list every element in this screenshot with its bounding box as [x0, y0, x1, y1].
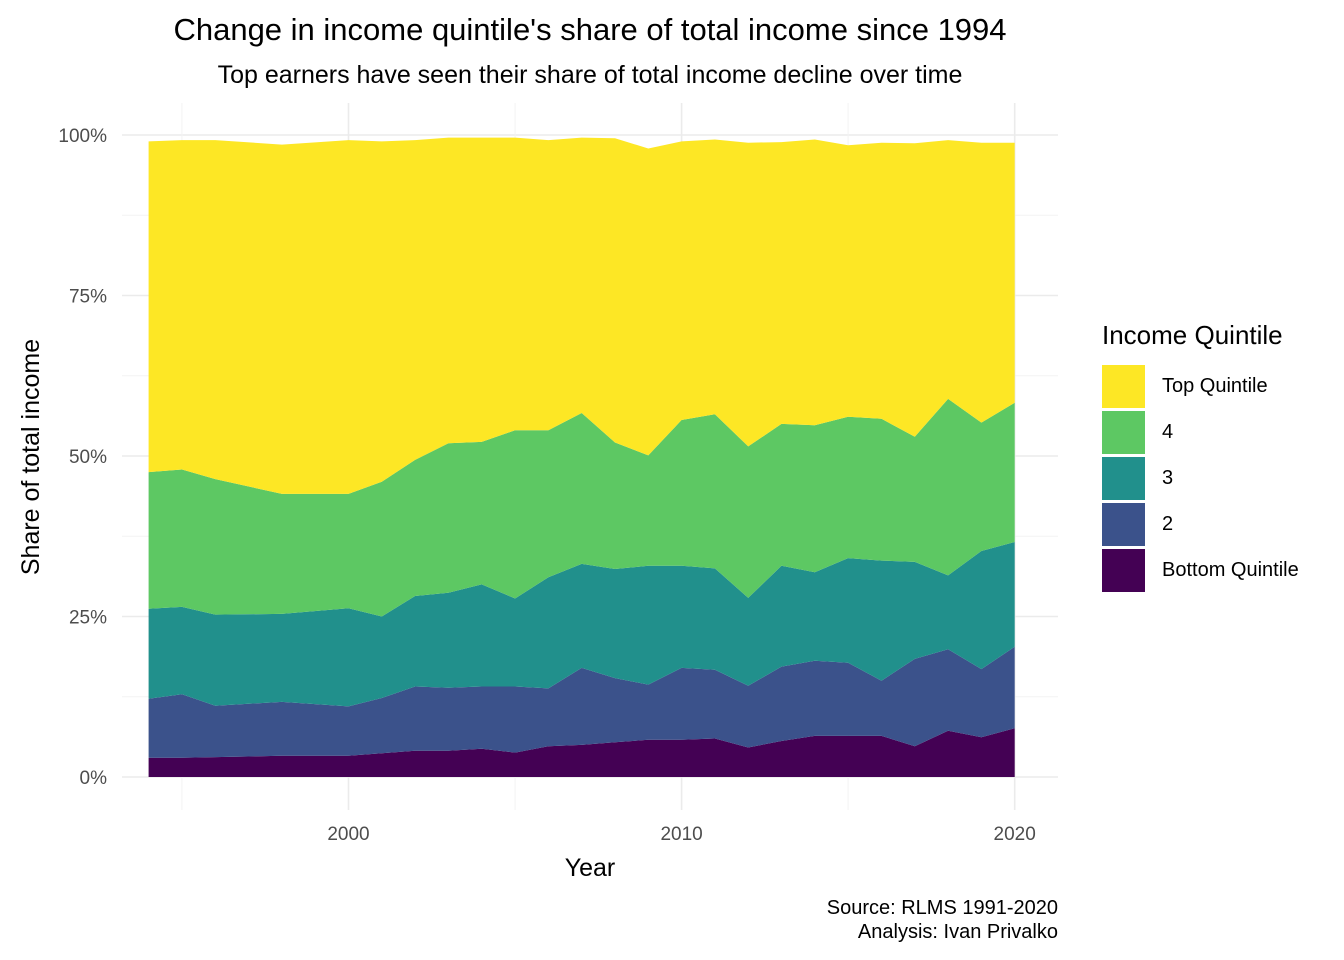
area-3 — [148, 542, 1015, 707]
chart-title: Change in income quintile's share of tot… — [173, 12, 1007, 47]
x-tick-label: 2000 — [327, 824, 369, 845]
legend-key-swatch — [1102, 410, 1145, 454]
y-axis-title: Share of total income — [17, 339, 45, 575]
y-tick-label: 25% — [69, 608, 107, 629]
legend-key-swatch — [1102, 502, 1145, 546]
legend-label: 2 — [1162, 512, 1174, 535]
caption-analysis: Analysis: Ivan Privalko — [857, 921, 1058, 943]
y-tick-label: 100% — [58, 126, 107, 147]
x-tick-label: 2010 — [660, 824, 702, 845]
legend-label: 4 — [1162, 420, 1174, 443]
area-bottom-quintile — [148, 728, 1015, 777]
y-axis-ticks: 0% 25% 50% 75% 100% — [58, 126, 107, 789]
x-axis-ticks: 2000 2010 2020 — [327, 824, 1035, 845]
legend-item: 2 — [1102, 501, 1299, 547]
legend-label: Bottom Quintile — [1162, 558, 1299, 581]
legend-key-swatch — [1102, 456, 1145, 500]
caption-source: Source: RLMS 1991-2020 — [826, 897, 1058, 919]
y-tick-label: 0% — [80, 768, 108, 789]
y-tick-label: 50% — [69, 447, 107, 468]
legend-key-swatch — [1102, 364, 1145, 408]
area-layers — [148, 137, 1015, 777]
x-axis-title: Year — [565, 854, 616, 882]
area-4 — [148, 398, 1015, 617]
caption: Source: RLMS 1991-2020 Analysis: Ivan Pr… — [827, 896, 1058, 944]
y-tick-label: 75% — [69, 287, 107, 308]
area-2 — [148, 646, 1015, 758]
legend-title: Income Quintile — [1102, 320, 1283, 350]
legend-label: Top Quintile — [1162, 374, 1268, 397]
legend-item: Bottom Quintile — [1102, 547, 1299, 593]
chart-subtitle: Top earners have seen their share of tot… — [217, 61, 963, 89]
x-tick-label: 2020 — [994, 824, 1036, 845]
legend-label: 3 — [1162, 466, 1174, 489]
area-top-quintile — [148, 137, 1015, 494]
legend-key-swatch — [1102, 548, 1145, 592]
legend-items: Top Quintile 4 3 2 Bottom Quintile — [1102, 363, 1299, 593]
legend-item: 3 — [1102, 455, 1299, 501]
legend: Income Quintile Top Quintile 4 3 2 Bottom Qu… — [1102, 320, 1299, 593]
legend-item: 4 — [1102, 409, 1299, 455]
legend-item: Top Quintile — [1102, 363, 1299, 409]
